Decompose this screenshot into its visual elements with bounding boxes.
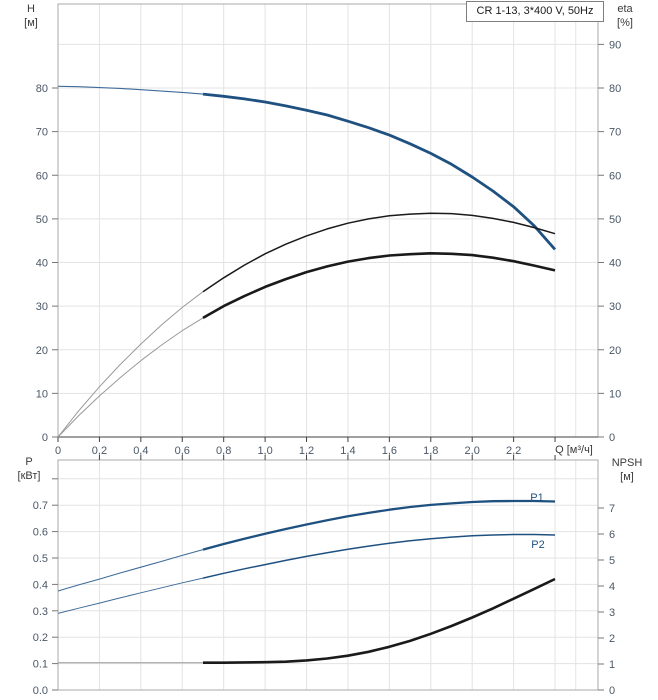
svg-text:0.5: 0.5 bbox=[33, 553, 48, 565]
svg-text:0: 0 bbox=[55, 445, 61, 457]
svg-text:4: 4 bbox=[609, 581, 615, 593]
svg-text:70: 70 bbox=[609, 127, 621, 139]
eta-axis-unit: [%] bbox=[617, 17, 633, 29]
svg-text:6: 6 bbox=[609, 529, 615, 541]
svg-text:2: 2 bbox=[609, 633, 615, 645]
svg-text:0: 0 bbox=[609, 432, 615, 444]
svg-text:0,4: 0,4 bbox=[133, 445, 148, 457]
q-axis-title: Q [м³/ч] bbox=[555, 444, 593, 456]
svg-text:50: 50 bbox=[609, 214, 621, 226]
svg-text:5: 5 bbox=[609, 555, 615, 567]
svg-text:80: 80 bbox=[36, 83, 48, 95]
svg-text:30: 30 bbox=[36, 301, 48, 313]
npsh-axis-header: NPSH [м] bbox=[600, 456, 654, 484]
svg-text:10: 10 bbox=[36, 388, 48, 400]
svg-text:1,6: 1,6 bbox=[382, 445, 397, 457]
svg-text:1,2: 1,2 bbox=[299, 445, 314, 457]
svg-text:0,6: 0,6 bbox=[175, 445, 190, 457]
svg-text:7: 7 bbox=[609, 503, 615, 515]
svg-text:0.2: 0.2 bbox=[33, 632, 48, 644]
svg-text:90: 90 bbox=[609, 39, 621, 51]
svg-text:0: 0 bbox=[609, 685, 615, 697]
svg-text:0.6: 0.6 bbox=[33, 527, 48, 539]
eta-axis-title: eta bbox=[617, 3, 633, 15]
h-axis-title: H bbox=[27, 3, 35, 15]
svg-text:0.0: 0.0 bbox=[33, 685, 48, 697]
svg-text:1: 1 bbox=[609, 659, 615, 671]
svg-text:0.1: 0.1 bbox=[33, 659, 48, 671]
svg-text:0: 0 bbox=[42, 432, 48, 444]
svg-text:2,2: 2,2 bbox=[506, 445, 521, 457]
p1-curve-label: P1 bbox=[530, 492, 544, 504]
svg-text:0.3: 0.3 bbox=[33, 606, 48, 618]
svg-text:1,8: 1,8 bbox=[423, 445, 438, 457]
svg-text:50: 50 bbox=[36, 214, 48, 226]
svg-text:1,4: 1,4 bbox=[340, 445, 355, 457]
svg-text:20: 20 bbox=[609, 345, 621, 357]
svg-text:20: 20 bbox=[36, 345, 48, 357]
svg-text:30: 30 bbox=[609, 301, 621, 313]
svg-text:1,0: 1,0 bbox=[257, 445, 272, 457]
h-axis-unit: [м] bbox=[24, 17, 38, 29]
svg-text:80: 80 bbox=[609, 83, 621, 95]
npsh-axis-unit: [м] bbox=[620, 471, 634, 483]
svg-text:2,0: 2,0 bbox=[465, 445, 480, 457]
svg-text:0.4: 0.4 bbox=[33, 579, 48, 591]
p-axis-title: P bbox=[25, 456, 33, 468]
pump-model-badge: CR 1-13, 3*400 V, 50Hz bbox=[466, 1, 604, 22]
h-axis-header: H [м] bbox=[10, 2, 52, 30]
eta-axis-header: eta [%] bbox=[602, 2, 648, 30]
svg-text:60: 60 bbox=[36, 170, 48, 182]
svg-text:10: 10 bbox=[609, 388, 621, 400]
p-axis-unit: [кВт] bbox=[17, 470, 41, 482]
p-axis-header: P [кВт] bbox=[8, 455, 50, 483]
svg-text:0,8: 0,8 bbox=[216, 445, 231, 457]
svg-text:70: 70 bbox=[36, 127, 48, 139]
p2-curve-label: P2 bbox=[531, 539, 545, 551]
npsh-axis-title: NPSH bbox=[611, 457, 643, 469]
svg-text:0,2: 0,2 bbox=[92, 445, 107, 457]
svg-text:60: 60 bbox=[609, 170, 621, 182]
svg-text:40: 40 bbox=[609, 258, 621, 270]
svg-text:0.7: 0.7 bbox=[33, 500, 48, 512]
svg-text:40: 40 bbox=[36, 258, 48, 270]
svg-text:3: 3 bbox=[609, 607, 615, 619]
